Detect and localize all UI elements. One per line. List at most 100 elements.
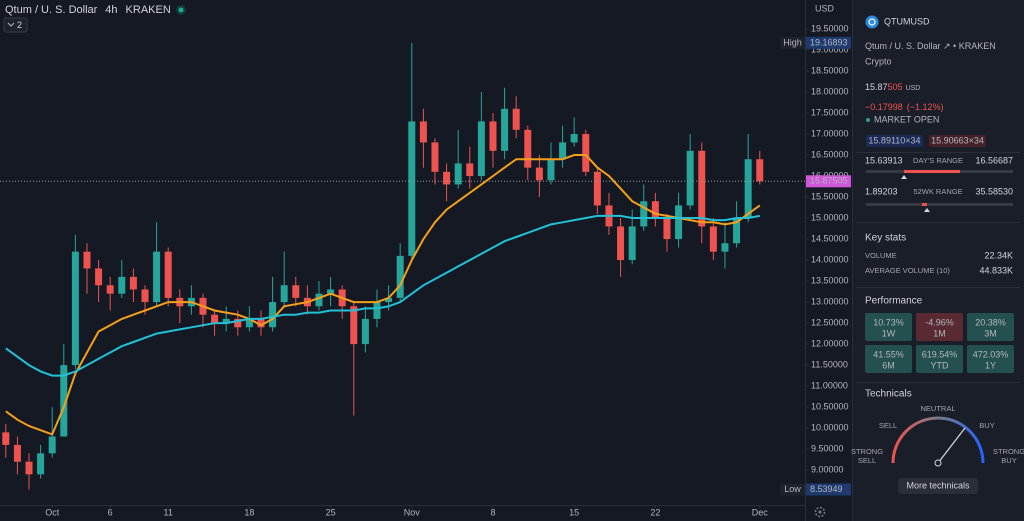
candle-body	[245, 318, 253, 328]
candle-body	[454, 163, 462, 185]
candle-body	[25, 461, 33, 475]
indicator-toggle[interactable]	[3, 17, 28, 33]
market-status: MARKET OPEN	[874, 114, 939, 124]
candle-body	[211, 314, 219, 324]
interval[interactable]: 4h	[105, 4, 117, 16]
last-price-tag	[806, 175, 851, 188]
y-tick-label: 18.00000	[811, 86, 849, 96]
settings-icon[interactable]	[814, 506, 826, 518]
button-label[interactable]: More technicals	[906, 480, 970, 490]
price: 15.87505 USD	[865, 82, 920, 92]
y-tick-label: 12.00000	[811, 338, 849, 348]
performance-value: 20.38%	[975, 317, 1006, 327]
performance-box	[865, 345, 912, 373]
y-tick-label: 10.00000	[811, 422, 849, 432]
stat-label: VOLUME	[865, 251, 897, 260]
change: −0.17998 (−1.12%)	[865, 102, 944, 112]
candle-body	[512, 108, 520, 130]
candle-body	[756, 159, 764, 182]
candle-body	[593, 171, 601, 206]
range-fill	[904, 170, 960, 173]
more-technicals-button[interactable]	[898, 478, 978, 494]
candle-body	[443, 171, 451, 185]
candle-body	[535, 167, 543, 181]
exchange: KRAKEN	[126, 4, 171, 16]
y-tick-label: 9.00000	[811, 465, 844, 475]
time-axis	[0, 505, 805, 521]
candle-body	[408, 121, 416, 256]
asset-type: Crypto	[865, 56, 892, 66]
gauge-label: BUY	[979, 421, 994, 430]
price-axis	[805, 0, 852, 521]
marker-label: Low	[784, 484, 801, 494]
bid-box	[866, 135, 923, 147]
candle-body	[60, 365, 68, 437]
axis-currency[interactable]: USD	[815, 3, 835, 13]
ask: 15.90663×34	[931, 135, 984, 145]
x-tick-label: 8	[490, 507, 495, 517]
candle-body	[396, 255, 404, 298]
candle-body	[559, 142, 567, 160]
performance-value: 472.03%	[973, 349, 1009, 359]
y-tick-label: 15.00000	[811, 212, 849, 222]
change-value: −0.17998	[865, 102, 903, 112]
x-tick-label: 22	[650, 507, 660, 517]
range-label: 52WK RANGE	[913, 187, 962, 196]
y-tick-label: 19.00000	[811, 44, 849, 54]
exchange: KRAKEN	[959, 41, 996, 51]
performance-period: YTD	[931, 360, 950, 370]
moving-averages	[0, 154, 805, 436]
candle-body	[234, 318, 242, 328]
performance-box	[865, 313, 912, 341]
gauge-needle	[937, 427, 966, 464]
candle-body	[385, 297, 393, 303]
range-high: 16.56687	[975, 155, 1013, 165]
range-fill	[922, 203, 927, 206]
marker-tag	[806, 483, 851, 496]
symbol-logo	[865, 15, 879, 29]
range-label: DAY'S RANGE	[913, 156, 963, 165]
marker-label-box	[780, 483, 805, 496]
gauge-label: STRONG	[993, 447, 1024, 456]
marker-value: 19.16893	[810, 37, 848, 47]
candle-body	[501, 108, 509, 151]
y-tick-label: 15.50000	[811, 191, 849, 201]
range-low: 1.89203	[865, 186, 898, 196]
candle-body	[628, 226, 636, 261]
range-pointer	[924, 208, 930, 212]
candle-body	[13, 444, 21, 462]
candle-body	[222, 318, 230, 324]
y-tick-label: 14.00000	[811, 254, 849, 264]
candle-body	[524, 129, 532, 168]
performance-box	[967, 313, 1014, 341]
candle-body	[733, 218, 741, 244]
stat-value: 44.833K	[979, 265, 1013, 275]
section-title[interactable]: Technicals	[865, 389, 912, 400]
candle-body	[651, 201, 659, 219]
symbol: Qtum / U. S. Dollar	[5, 4, 98, 16]
candle-body	[2, 432, 10, 445]
candle-body	[129, 276, 137, 290]
y-tick-label: 13.50000	[811, 275, 849, 285]
candle-body	[37, 453, 45, 475]
candle-body	[617, 226, 625, 261]
range-low: 15.63913	[865, 155, 903, 165]
symbol-logo-mark	[868, 18, 876, 26]
y-tick-label: 13.00000	[811, 296, 849, 306]
stat-label: AVERAGE VOLUME (10)	[865, 266, 950, 275]
candle-body	[477, 121, 485, 177]
ticker[interactable]: QTUMUSD	[884, 16, 930, 26]
candle-body	[419, 121, 427, 143]
plot-area	[0, 0, 805, 505]
candle-body	[153, 251, 161, 303]
range-pointer	[901, 175, 907, 179]
section-title[interactable]: Key stats	[865, 233, 906, 244]
description-line: Qtum / U. S. Dollar ↗ • KRAKEN	[865, 41, 996, 51]
y-tick-label: 11.00000	[811, 380, 848, 390]
section-title[interactable]: Performance	[865, 296, 923, 307]
ask-box	[929, 135, 986, 147]
marker-tag	[806, 36, 851, 49]
candle-body	[721, 243, 729, 252]
gauge-label: BUY	[1001, 456, 1016, 465]
